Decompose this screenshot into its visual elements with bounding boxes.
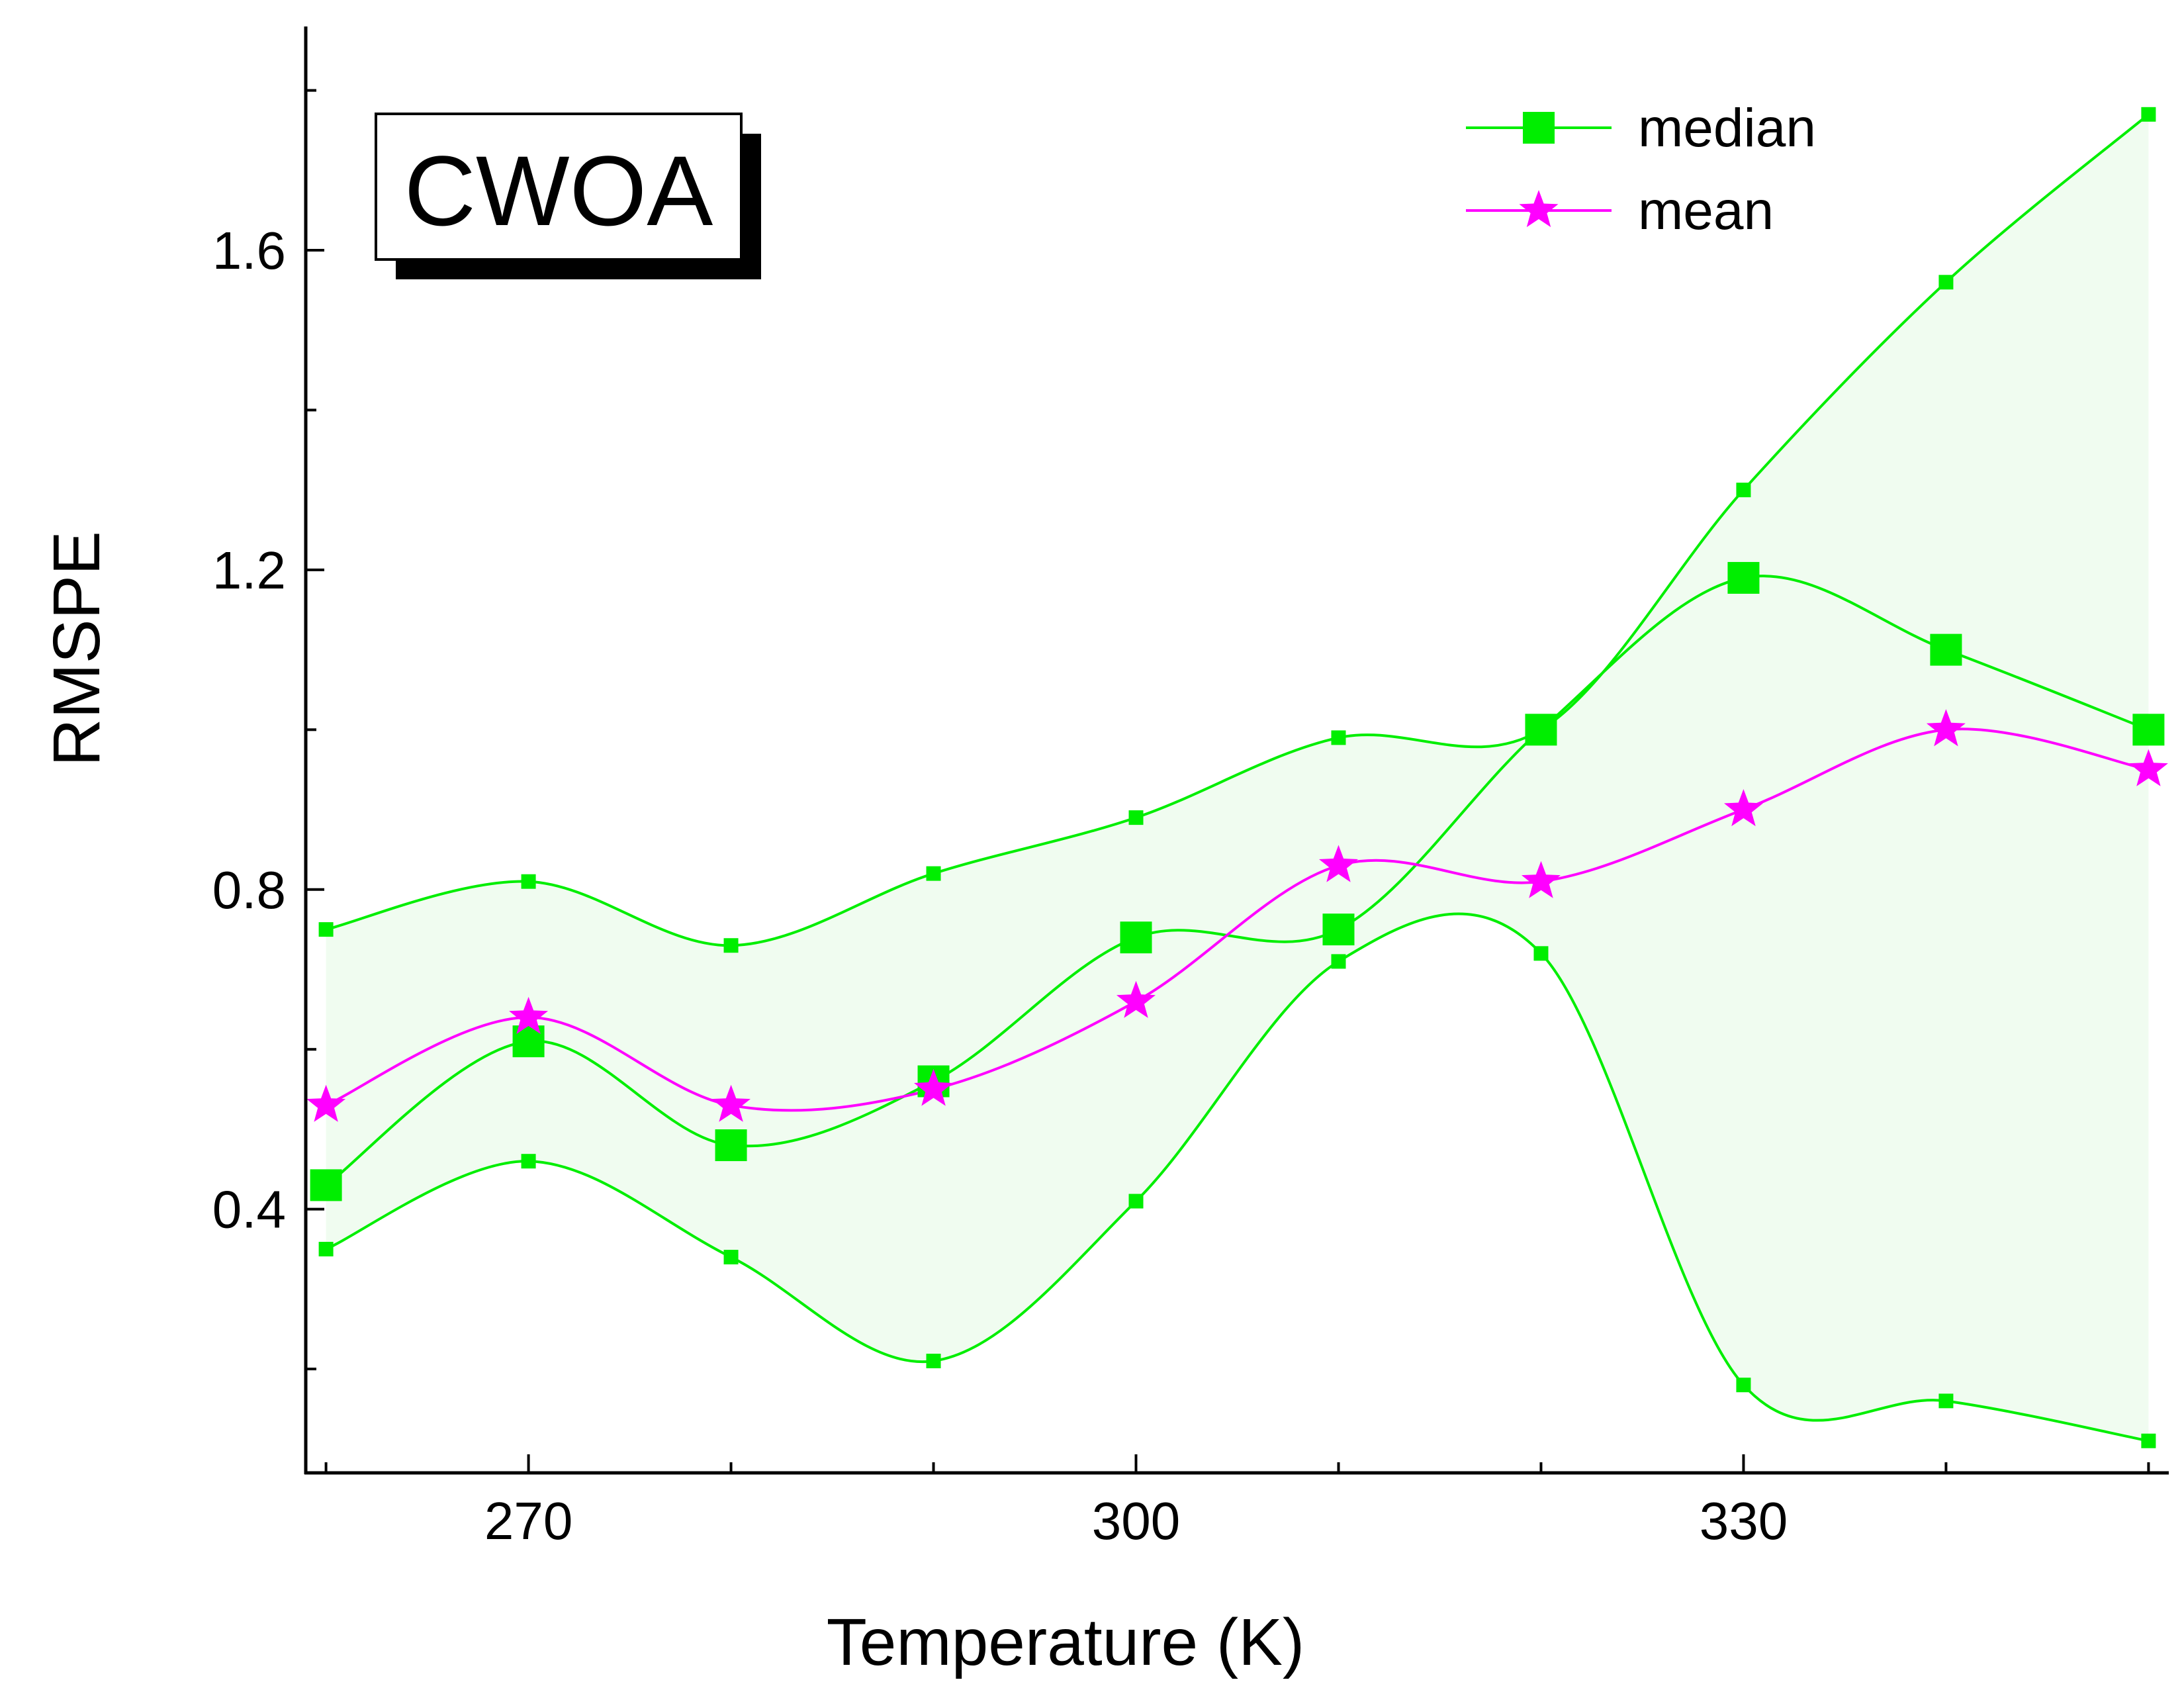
series-line-mean <box>325 727 2149 1112</box>
y-tick-label: 1.6 <box>212 221 286 280</box>
point-mean-4 <box>1116 980 1156 1018</box>
point-median-0 <box>310 1169 342 1201</box>
chart-badge: CWOA <box>375 113 761 279</box>
point-mean-5 <box>1319 845 1358 882</box>
legend-marker-median <box>1523 112 1555 144</box>
legend-marker-mean <box>1519 190 1559 228</box>
min-max-band <box>325 113 2150 1442</box>
badge-text: CWOA <box>404 135 713 246</box>
band-upper-point-5 <box>1331 730 1346 745</box>
point-mean-6 <box>1522 861 1561 898</box>
point-median-2 <box>715 1129 747 1162</box>
point-median-5 <box>1322 914 1355 946</box>
series-lines <box>325 575 2150 1187</box>
band-lower-point-2 <box>723 1250 739 1265</box>
band-upper-line <box>326 113 2150 947</box>
y-tick-label: 0.4 <box>212 1180 286 1239</box>
point-median-7 <box>1727 561 1760 594</box>
point-mean-3 <box>914 1068 953 1106</box>
tick-labels: 0.4 0.8 1.2 1.6 270 300 330 <box>212 221 1788 1550</box>
legend-label-mean: mean <box>1638 181 1774 241</box>
band-upper-point-0 <box>318 922 334 937</box>
band-upper-point-7 <box>1736 483 1751 498</box>
band-upper-point-2 <box>723 938 739 953</box>
y-tick-label: 0.8 <box>212 861 286 919</box>
x-tick-label: 300 <box>1092 1491 1180 1550</box>
point-median-9 <box>2132 714 2165 746</box>
band-lower-point-8 <box>1938 1393 1954 1409</box>
band-lower-point-7 <box>1736 1378 1751 1393</box>
band-upper-point-4 <box>1128 810 1144 825</box>
point-median-4 <box>1120 921 1152 954</box>
legend: median mean <box>1466 98 1816 241</box>
band-upper-point-1 <box>521 874 536 889</box>
series-line-median <box>325 575 2150 1187</box>
band-upper-point-8 <box>1938 275 1954 290</box>
band-lower-point-6 <box>1533 946 1549 961</box>
x-axis-title: Temperature (K) <box>827 1605 1304 1679</box>
x-tick-label: 330 <box>1700 1491 1788 1550</box>
point-median-8 <box>1930 633 1962 666</box>
band-upper-point-9 <box>2141 107 2156 122</box>
point-median-6 <box>1525 714 1557 746</box>
point-mean-9 <box>2128 749 2168 786</box>
point-mean-8 <box>1926 709 1966 747</box>
point-median-1 <box>512 1025 545 1058</box>
band-lower-line <box>325 912 2149 1442</box>
y-axis-title: RMSPE <box>40 531 114 767</box>
point-mean-7 <box>1724 789 1763 827</box>
x-tick-label: 270 <box>484 1491 572 1550</box>
y-tick-label: 1.2 <box>212 541 286 600</box>
band-lower-point-3 <box>926 1353 941 1368</box>
band-lower-point-0 <box>318 1241 334 1256</box>
axes <box>304 26 2169 1475</box>
band-lower-point-5 <box>1331 954 1346 969</box>
legend-label-median: median <box>1638 98 1816 158</box>
band-lower-point-4 <box>1128 1194 1144 1209</box>
point-mean-2 <box>711 1084 751 1122</box>
series-markers <box>306 107 2168 1448</box>
band-fill <box>326 114 2149 1441</box>
band-upper-point-3 <box>926 866 941 881</box>
band-lower-point-9 <box>2141 1433 2156 1448</box>
point-mean-0 <box>306 1084 346 1122</box>
point-mean-1 <box>509 996 549 1034</box>
band-lower-point-1 <box>521 1154 536 1169</box>
badge-box <box>375 113 743 261</box>
